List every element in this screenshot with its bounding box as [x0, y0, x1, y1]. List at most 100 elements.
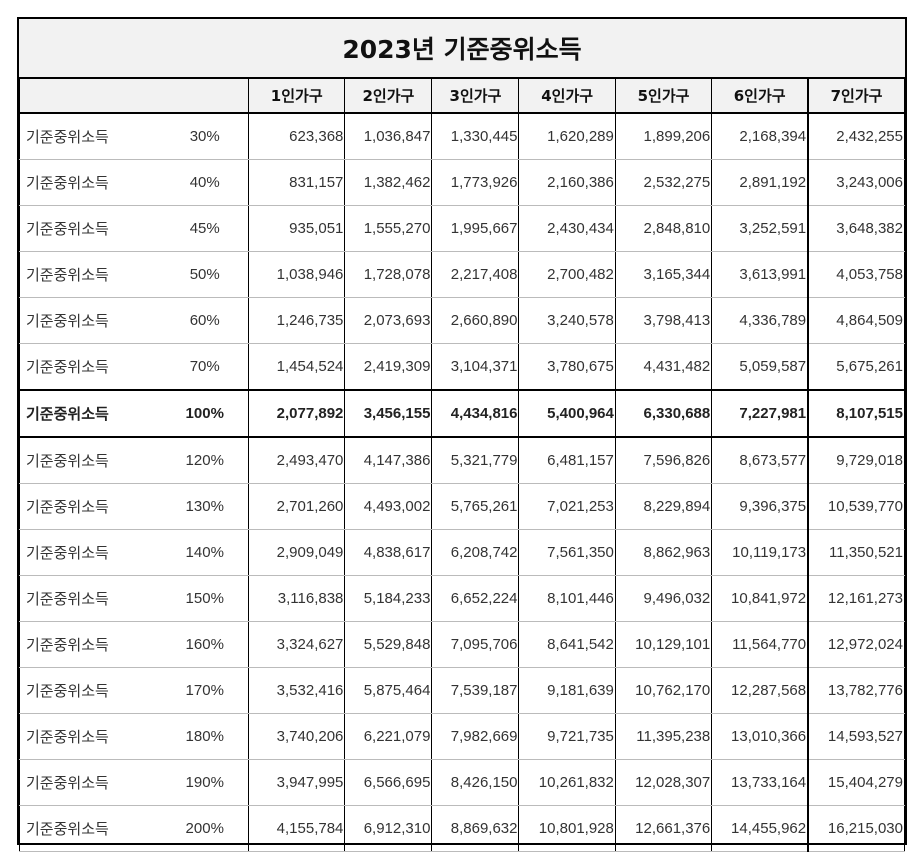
- row-percent: 160%: [161, 621, 250, 668]
- row-percent: 180%: [161, 713, 250, 760]
- row-percent: 140%: [161, 529, 250, 576]
- income-value-7-person: 14,593,527: [807, 713, 906, 760]
- income-value-7-person: 12,161,273: [807, 575, 906, 622]
- income-value-1-person: 1,454,524: [248, 343, 346, 391]
- income-value-2-person: 1,728,078: [344, 251, 433, 298]
- income-value-4-person: 9,181,639: [518, 667, 616, 714]
- income-value-4-person: 8,641,542: [518, 621, 616, 668]
- row-percent: 50%: [161, 251, 250, 298]
- income-value-1-person: 3,324,627: [248, 621, 346, 668]
- income-value-5-person: 6,330,688: [614, 389, 713, 438]
- table-row: 기준중위소득 50% 1,038,946 1,728,078 2,217,408 2,70…: [19, 251, 906, 298]
- income-value-1-person: 2,493,470: [248, 437, 346, 484]
- row-percent: 70%: [161, 343, 250, 391]
- income-value-5-person: 3,165,344: [614, 251, 713, 298]
- income-value-2-person: 6,221,079: [344, 713, 433, 760]
- row-label: 기준중위소득: [19, 297, 162, 344]
- row-label: 기준중위소득: [19, 713, 162, 760]
- table-row: 기준중위소득 30% 623,368 1,036,847 1,330,445 1,620,…: [19, 113, 906, 160]
- income-value-5-person: 11,395,238: [614, 713, 713, 760]
- header-1-person: 1인가구: [248, 79, 346, 114]
- table-row: 기준중위소득 60% 1,246,735 2,073,693 2,660,890 3,24…: [19, 297, 906, 344]
- income-value-6-person: 14,455,962: [711, 805, 810, 852]
- income-value-4-person: 3,780,675: [518, 343, 616, 391]
- row-percent: 60%: [161, 297, 250, 344]
- income-value-6-person: 7,227,981: [711, 389, 810, 438]
- row-label: 기준중위소득: [19, 529, 162, 576]
- header-row: 1인가구 2인가구 3인가구 4인가구 5인가구 6인가구 7인가구: [19, 79, 906, 114]
- row-percent: 30%: [161, 113, 250, 160]
- income-value-7-person: 4,864,509: [807, 297, 906, 344]
- income-value-2-person: 6,912,310: [344, 805, 433, 852]
- income-value-5-person: 12,028,307: [614, 759, 713, 806]
- income-value-4-person: 8,101,446: [518, 575, 616, 622]
- income-value-1-person: 3,116,838: [248, 575, 346, 622]
- income-value-1-person: 623,368: [248, 113, 346, 160]
- row-label: 기준중위소득: [19, 205, 162, 252]
- income-value-4-person: 10,261,832: [518, 759, 616, 806]
- row-percent: 200%: [161, 805, 250, 852]
- income-value-3-person: 5,765,261: [431, 483, 520, 530]
- table-row: 기준중위소득 130% 2,701,260 4,493,002 5,765,261 7,0…: [19, 483, 906, 530]
- income-value-6-person: 10,119,173: [711, 529, 810, 576]
- table-row: 기준중위소득 150% 3,116,838 5,184,233 6,652,224 8,1…: [19, 575, 906, 622]
- income-value-6-person: 10,841,972: [711, 575, 810, 622]
- income-value-6-person: 11,564,770: [711, 621, 810, 668]
- income-value-1-person: 2,701,260: [248, 483, 346, 530]
- income-value-7-person: 5,675,261: [807, 343, 906, 391]
- income-value-1-person: 3,532,416: [248, 667, 346, 714]
- income-value-3-person: 7,095,706: [431, 621, 520, 668]
- header-blank-pct: [161, 79, 250, 114]
- income-value-6-person: 3,252,591: [711, 205, 810, 252]
- table-row: 기준중위소득 180% 3,740,206 6,221,079 7,982,669 9,7…: [19, 713, 906, 760]
- income-value-4-person: 3,240,578: [518, 297, 616, 344]
- table-row: 기준중위소득 45% 935,051 1,555,270 1,995,667 2,430,…: [19, 205, 906, 252]
- income-value-6-person: 2,168,394: [711, 113, 810, 160]
- income-value-2-person: 2,073,693: [344, 297, 433, 344]
- income-value-4-person: 2,430,434: [518, 205, 616, 252]
- income-value-3-person: 4,434,816: [431, 389, 520, 438]
- income-value-6-person: 13,733,164: [711, 759, 810, 806]
- income-value-3-person: 1,995,667: [431, 205, 520, 252]
- income-value-7-person: 3,648,382: [807, 205, 906, 252]
- row-percent: 190%: [161, 759, 250, 806]
- income-value-4-person: 1,620,289: [518, 113, 616, 160]
- table-body: 기준중위소득 30% 623,368 1,036,847 1,330,445 1,620,…: [19, 113, 906, 852]
- income-value-7-person: 13,782,776: [807, 667, 906, 714]
- table-row: 기준중위소득 190% 3,947,995 6,566,695 8,426,150 10,…: [19, 759, 906, 806]
- row-percent: 40%: [161, 159, 250, 206]
- income-value-5-person: 10,129,101: [614, 621, 713, 668]
- row-percent: 100%: [161, 389, 250, 438]
- row-label: 기준중위소득: [19, 251, 162, 298]
- income-value-1-person: 2,909,049: [248, 529, 346, 576]
- row-percent: 150%: [161, 575, 250, 622]
- income-value-7-person: 3,243,006: [807, 159, 906, 206]
- row-percent: 45%: [161, 205, 250, 252]
- income-value-7-person: 8,107,515: [807, 389, 906, 438]
- income-value-7-person: 10,539,770: [807, 483, 906, 530]
- table-row: 기준중위소득 160% 3,324,627 5,529,848 7,095,706 8,6…: [19, 621, 906, 668]
- income-value-5-person: 12,661,376: [614, 805, 713, 852]
- row-label: 기준중위소득: [19, 483, 162, 530]
- header-blank-label: [19, 79, 162, 114]
- row-label: 기준중위소득: [19, 667, 162, 714]
- header-2-person: 2인가구: [344, 79, 433, 114]
- income-value-7-person: 4,053,758: [807, 251, 906, 298]
- row-label: 기준중위소득: [19, 575, 162, 622]
- income-value-3-person: 7,982,669: [431, 713, 520, 760]
- income-value-1-person: 831,157: [248, 159, 346, 206]
- income-value-2-person: 5,184,233: [344, 575, 433, 622]
- income-value-1-person: 1,038,946: [248, 251, 346, 298]
- income-value-7-person: 2,432,255: [807, 113, 906, 160]
- income-value-1-person: 3,740,206: [248, 713, 346, 760]
- income-table-frame: 2023년 기준중위소득 1인가구 2인가구 3인가구 4인가구 5인가구 6인…: [17, 17, 907, 852]
- income-value-2-person: 5,875,464: [344, 667, 433, 714]
- income-value-2-person: 4,838,617: [344, 529, 433, 576]
- income-value-3-person: 5,321,779: [431, 437, 520, 484]
- income-value-3-person: 8,869,632: [431, 805, 520, 852]
- median-income-table: 1인가구 2인가구 3인가구 4인가구 5인가구 6인가구 7인가구 기준중위소…: [19, 79, 906, 852]
- income-value-4-person: 7,561,350: [518, 529, 616, 576]
- income-value-5-person: 3,798,413: [614, 297, 713, 344]
- income-value-7-person: 15,404,279: [807, 759, 906, 806]
- income-value-4-person: 9,721,735: [518, 713, 616, 760]
